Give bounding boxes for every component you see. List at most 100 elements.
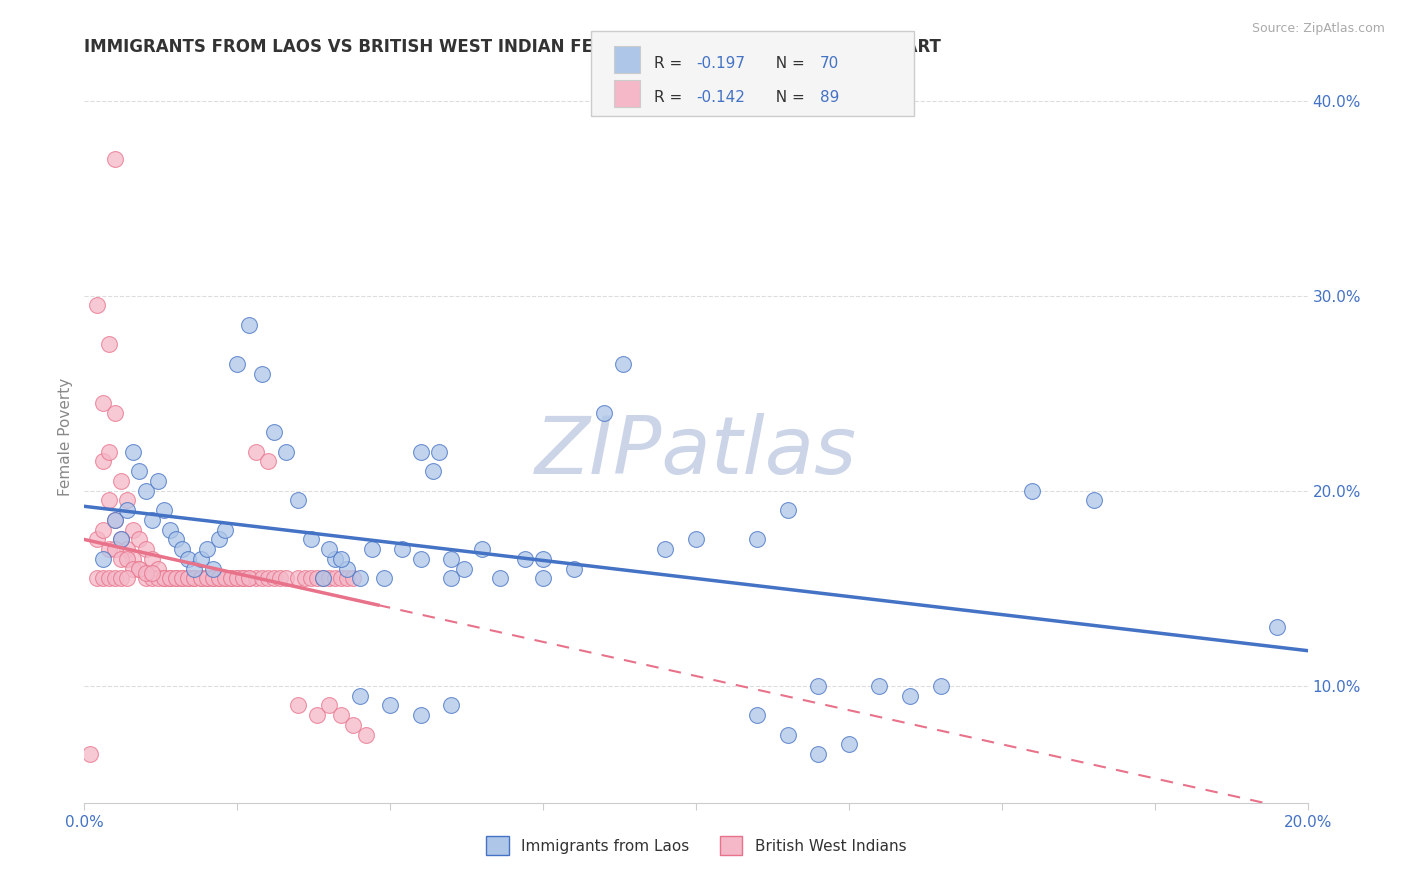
Point [177, 572, 200, 586]
Point [330, 572, 353, 586]
Point [128, 533, 150, 547]
Point [153, 503, 176, 517]
Point [531, 552, 554, 566]
Point [342, 718, 364, 732]
Point [141, 572, 163, 586]
Point [153, 572, 176, 586]
Point [153, 572, 176, 586]
Point [201, 572, 224, 586]
Point [115, 493, 138, 508]
Point [1083, 493, 1105, 508]
Point [195, 542, 218, 557]
Point [165, 533, 187, 547]
Text: Source: ZipAtlas.com: Source: ZipAtlas.com [1251, 22, 1385, 36]
Point [489, 572, 512, 586]
Point [110, 572, 132, 586]
Point [318, 698, 340, 713]
Point [208, 572, 231, 586]
Point [79, 747, 101, 761]
Point [208, 572, 231, 586]
Point [342, 572, 364, 586]
Text: 70: 70 [820, 56, 839, 71]
Point [440, 572, 463, 586]
Point [232, 572, 254, 586]
Point [214, 572, 236, 586]
Point [195, 572, 218, 586]
Point [453, 562, 475, 576]
Point [1021, 483, 1043, 498]
Point [440, 698, 463, 713]
Point [201, 562, 224, 576]
Point [91, 454, 114, 468]
Point [305, 572, 328, 586]
Point [91, 552, 114, 566]
Point [245, 572, 267, 586]
Point [238, 572, 260, 586]
Point [807, 679, 830, 693]
Point [97, 444, 120, 458]
Point [354, 727, 377, 741]
Point [269, 572, 291, 586]
Point [294, 572, 316, 586]
Point [226, 572, 249, 586]
Text: -0.142: -0.142 [696, 90, 745, 105]
Point [250, 367, 273, 381]
Point [91, 523, 114, 537]
Point [115, 503, 138, 517]
Point [838, 737, 860, 751]
Point [177, 572, 200, 586]
Text: ZIPatlas: ZIPatlas [534, 413, 858, 491]
Point [312, 572, 335, 586]
Point [172, 572, 194, 586]
Text: 89: 89 [820, 90, 839, 105]
Point [195, 572, 218, 586]
Point [593, 406, 616, 420]
Point [128, 464, 150, 478]
Point [330, 708, 353, 723]
Point [86, 533, 108, 547]
Point [245, 444, 267, 458]
Point [257, 572, 280, 586]
Point [122, 444, 145, 458]
Point [318, 572, 340, 586]
Point [380, 698, 402, 713]
Point [91, 572, 114, 586]
Y-axis label: Female Poverty: Female Poverty [58, 378, 73, 496]
Point [929, 679, 952, 693]
Point [97, 572, 120, 586]
Point [323, 572, 346, 586]
Point [183, 572, 205, 586]
Point [562, 562, 585, 576]
Point [115, 552, 138, 566]
Point [135, 483, 157, 498]
Point [312, 572, 335, 586]
Point [299, 572, 322, 586]
Point [318, 542, 340, 557]
Point [409, 552, 432, 566]
Point [115, 572, 138, 586]
Point [115, 542, 138, 557]
Point [360, 542, 382, 557]
Point [305, 708, 328, 723]
Point [349, 572, 371, 586]
Point [104, 406, 127, 420]
Point [104, 572, 127, 586]
Text: IMMIGRANTS FROM LAOS VS BRITISH WEST INDIAN FEMALE POVERTY CORRELATION CHART: IMMIGRANTS FROM LAOS VS BRITISH WEST IND… [84, 38, 941, 56]
Point [86, 298, 108, 312]
Point [135, 572, 157, 586]
Point [747, 533, 769, 547]
Point [330, 552, 353, 566]
Point [226, 357, 249, 371]
Point [201, 572, 224, 586]
Point [146, 562, 169, 576]
Point [128, 562, 150, 576]
Point [214, 523, 236, 537]
Point [159, 572, 181, 586]
Point [104, 542, 127, 557]
Point [128, 562, 150, 576]
Point [190, 552, 212, 566]
Point [276, 572, 298, 586]
Point [336, 572, 359, 586]
Point [612, 357, 634, 371]
Point [513, 552, 536, 566]
